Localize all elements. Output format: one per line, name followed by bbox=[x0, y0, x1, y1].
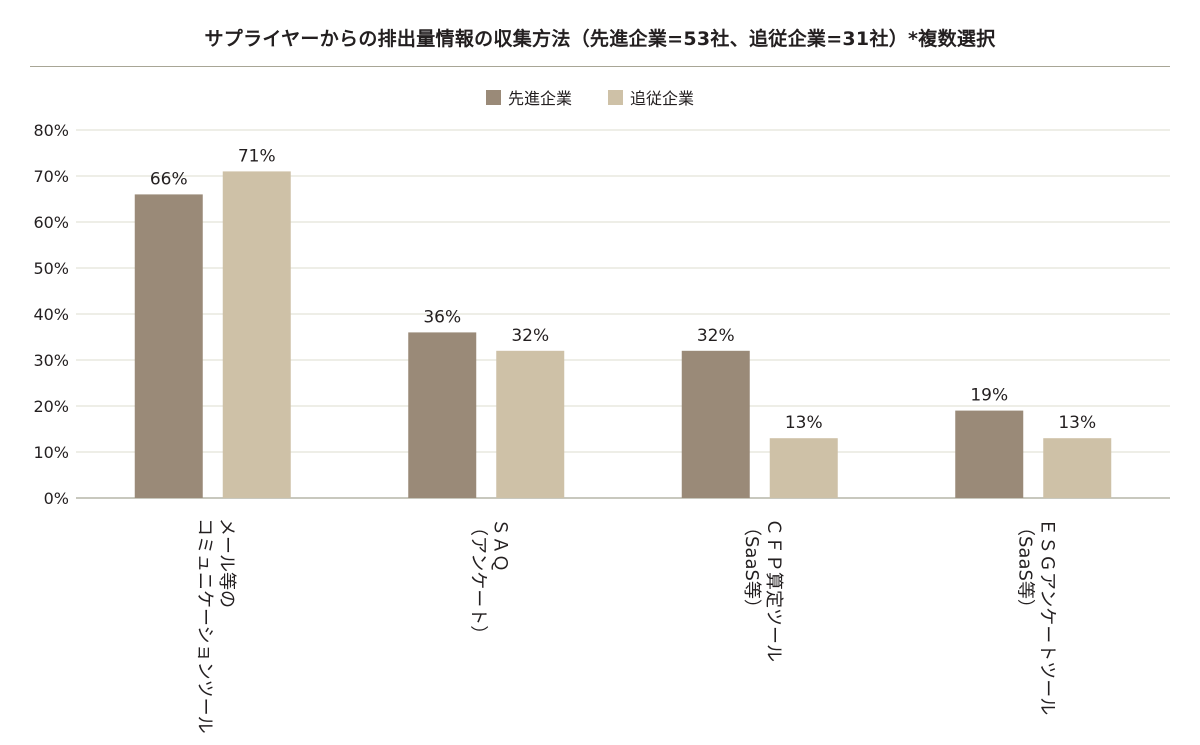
data-label: 13% bbox=[785, 413, 823, 433]
data-label: 32% bbox=[697, 326, 735, 346]
x-category-label: （SaaS等） bbox=[1014, 518, 1035, 617]
y-tick-label: 0% bbox=[44, 489, 69, 508]
data-label: 66% bbox=[150, 169, 188, 189]
bar bbox=[408, 332, 477, 498]
x-category-label: （アンケート） bbox=[467, 518, 488, 643]
bar bbox=[955, 410, 1024, 498]
bar bbox=[1043, 438, 1112, 498]
bar bbox=[496, 350, 565, 498]
legend-label: 追従企業 bbox=[630, 89, 694, 108]
y-tick-label: 40% bbox=[33, 305, 69, 324]
legend-swatch bbox=[486, 90, 501, 105]
x-category-label: ＥＳＧアンケートツール bbox=[1036, 518, 1057, 715]
bar bbox=[222, 171, 291, 498]
x-category-label: コミュニケーションツール bbox=[194, 518, 215, 734]
data-label: 13% bbox=[1058, 413, 1096, 433]
x-category-label: メール等の bbox=[216, 518, 237, 608]
title-divider bbox=[30, 66, 1170, 67]
y-tick-label: 80% bbox=[33, 121, 69, 140]
data-label: 71% bbox=[238, 146, 276, 166]
y-tick-label: 70% bbox=[33, 167, 69, 186]
y-tick-label: 20% bbox=[33, 397, 69, 416]
y-tick-label: 30% bbox=[33, 351, 69, 370]
y-tick-label: 10% bbox=[33, 443, 69, 462]
bar bbox=[681, 350, 750, 498]
data-label: 32% bbox=[511, 326, 549, 346]
bar bbox=[134, 194, 203, 498]
y-tick-label: 60% bbox=[33, 213, 69, 232]
legend-label: 先進企業 bbox=[508, 89, 572, 108]
x-category-label: ＣＦＰ算定ツール bbox=[763, 518, 784, 662]
legend-swatch bbox=[608, 90, 623, 105]
x-category-label: （SaaS等） bbox=[741, 518, 762, 617]
data-label: 19% bbox=[970, 386, 1008, 406]
x-category-label: ＳＡＱ bbox=[489, 518, 510, 572]
y-tick-label: 50% bbox=[33, 259, 69, 278]
data-label: 36% bbox=[423, 307, 461, 327]
chart-title: サプライヤーからの排出量情報の収集方法（先進企業=53社、追従企業=31社）*複… bbox=[204, 28, 996, 50]
bar bbox=[769, 438, 838, 498]
